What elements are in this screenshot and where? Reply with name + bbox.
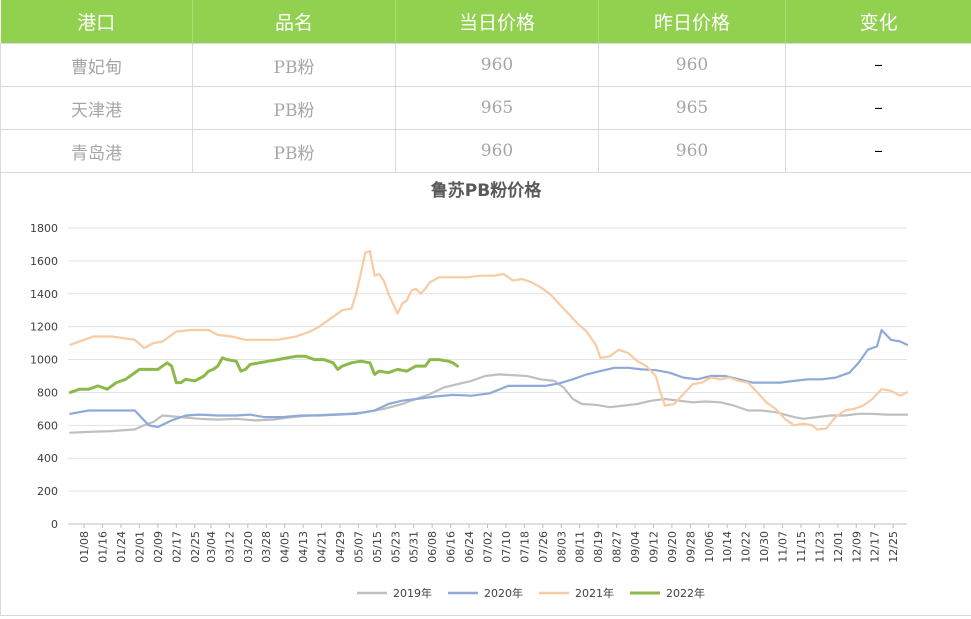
series-line <box>70 251 907 429</box>
series-line <box>70 356 457 392</box>
x-tick-label: 12/17 <box>869 531 882 563</box>
y-tick-label: 0 <box>51 518 58 531</box>
cell-product: PB粉 <box>193 87 396 130</box>
cell-change: – <box>786 87 971 130</box>
x-tick-label: 05/15 <box>371 531 384 563</box>
x-tick-label: 05/23 <box>389 531 402 563</box>
x-tick-label: 08/11 <box>574 531 587 563</box>
series-line <box>70 330 907 427</box>
legend-label: 2022年 <box>666 586 705 600</box>
x-tick-label: 05/31 <box>408 531 421 563</box>
y-tick-label: 600 <box>37 419 58 432</box>
header-product: 品名 <box>193 0 396 44</box>
y-tick-label: 400 <box>37 452 58 465</box>
cell-today-price: 960 <box>396 44 599 87</box>
x-tick-label: 12/25 <box>887 531 900 563</box>
x-tick-label: 02/09 <box>152 531 165 563</box>
table-header-row: 港口 品名 当日价格 昨日价格 变化 <box>1 0 971 44</box>
cell-port: 天津港 <box>1 87 193 130</box>
x-tick-label: 10/14 <box>721 531 734 563</box>
header-yesterday-price: 昨日价格 <box>599 0 786 44</box>
x-tick-label: 10/22 <box>740 531 753 563</box>
header-change: 变化 <box>786 0 971 44</box>
cell-change: – <box>786 44 971 87</box>
table-row: 天津港 PB粉 965 965 – <box>1 87 971 130</box>
x-tick-label: 08/03 <box>555 531 568 563</box>
table-row: 曹妃甸 PB粉 960 960 – <box>1 44 971 87</box>
y-tick-label: 800 <box>37 386 58 399</box>
x-tick-label: 12/09 <box>850 531 863 563</box>
x-tick-label: 07/02 <box>482 531 495 563</box>
chart-title: 鲁苏PB粉价格 <box>431 180 542 201</box>
x-tick-label: 06/08 <box>426 531 439 563</box>
y-tick-label: 1200 <box>30 321 58 334</box>
x-tick-label: 10/30 <box>758 531 771 563</box>
cell-today-price: 965 <box>396 87 599 130</box>
x-tick-label: 01/24 <box>115 531 128 563</box>
cell-yesterday-price: 965 <box>599 87 786 130</box>
legend-label: 2019年 <box>393 586 432 600</box>
legend: 2019年 2020年 2021年 2022年 <box>357 586 705 600</box>
x-tick-label: 06/24 <box>463 531 476 563</box>
y-tick-label: 1000 <box>30 354 58 367</box>
x-tick-label: 04/21 <box>316 531 329 563</box>
x-tick-label: 09/04 <box>629 531 642 563</box>
y-tick-label: 1400 <box>30 288 58 301</box>
x-tick-label: 11/15 <box>795 531 808 563</box>
x-tick-label: 06/16 <box>445 531 458 563</box>
header-port: 港口 <box>1 0 193 44</box>
y-tick-label: 1800 <box>30 222 58 235</box>
x-tick-label: 02/17 <box>170 531 183 563</box>
x-tick-label: 03/04 <box>205 531 218 563</box>
cell-product: PB粉 <box>193 44 396 87</box>
grid-layer: 0 200 400 600 800 1000 1200 1400 1600 1800 01/08 01… <box>30 222 907 563</box>
y-tick-label: 200 <box>37 485 58 498</box>
x-tick-label: 02/25 <box>189 531 202 563</box>
x-tick-label: 08/19 <box>592 531 605 563</box>
x-tick-label: 03/28 <box>260 531 273 563</box>
cell-yesterday-price: 960 <box>599 44 786 87</box>
x-tick-label: 05/07 <box>352 531 365 563</box>
x-tick-label: 09/28 <box>684 531 697 563</box>
x-tick-label: 01/16 <box>97 531 110 563</box>
x-tick-label: 04/29 <box>334 531 347 563</box>
header-today-price: 当日价格 <box>396 0 599 44</box>
x-tick-label: 04/13 <box>297 531 310 563</box>
x-tick-label: 02/01 <box>133 531 146 563</box>
series-layer <box>70 251 907 433</box>
x-tick-label: 04/05 <box>279 531 292 563</box>
price-chart: 鲁苏PB粉价格 0 200 400 600 800 1000 1200 1400 1600 180… <box>0 165 971 616</box>
x-tick-label: 10/06 <box>703 531 716 563</box>
legend-label: 2021年 <box>575 586 614 600</box>
x-tick-label: 12/01 <box>832 531 845 563</box>
x-tick-label: 09/20 <box>666 531 679 563</box>
x-tick-label: 08/27 <box>611 531 624 563</box>
x-tick-label: 03/20 <box>242 531 255 563</box>
x-tick-label: 03/12 <box>223 531 236 563</box>
x-tick-label: 07/26 <box>537 531 550 563</box>
y-tick-label: 1600 <box>30 255 58 268</box>
cell-port: 曹妃甸 <box>1 44 193 87</box>
x-tick-label: 01/08 <box>78 531 91 563</box>
legend-label: 2020年 <box>484 586 523 600</box>
x-tick-label: 07/18 <box>518 531 531 563</box>
port-price-table: 港口 品名 当日价格 昨日价格 变化 曹妃甸 PB粉 960 960 – 天津港… <box>0 0 971 173</box>
x-tick-label: 11/23 <box>813 531 826 563</box>
chart-svg: 鲁苏PB粉价格 0 200 400 600 800 1000 1200 1400 1600 180… <box>1 165 971 615</box>
x-tick-label: 09/12 <box>647 531 660 563</box>
x-tick-label: 07/10 <box>500 531 513 563</box>
x-tick-label: 11/07 <box>777 531 790 563</box>
